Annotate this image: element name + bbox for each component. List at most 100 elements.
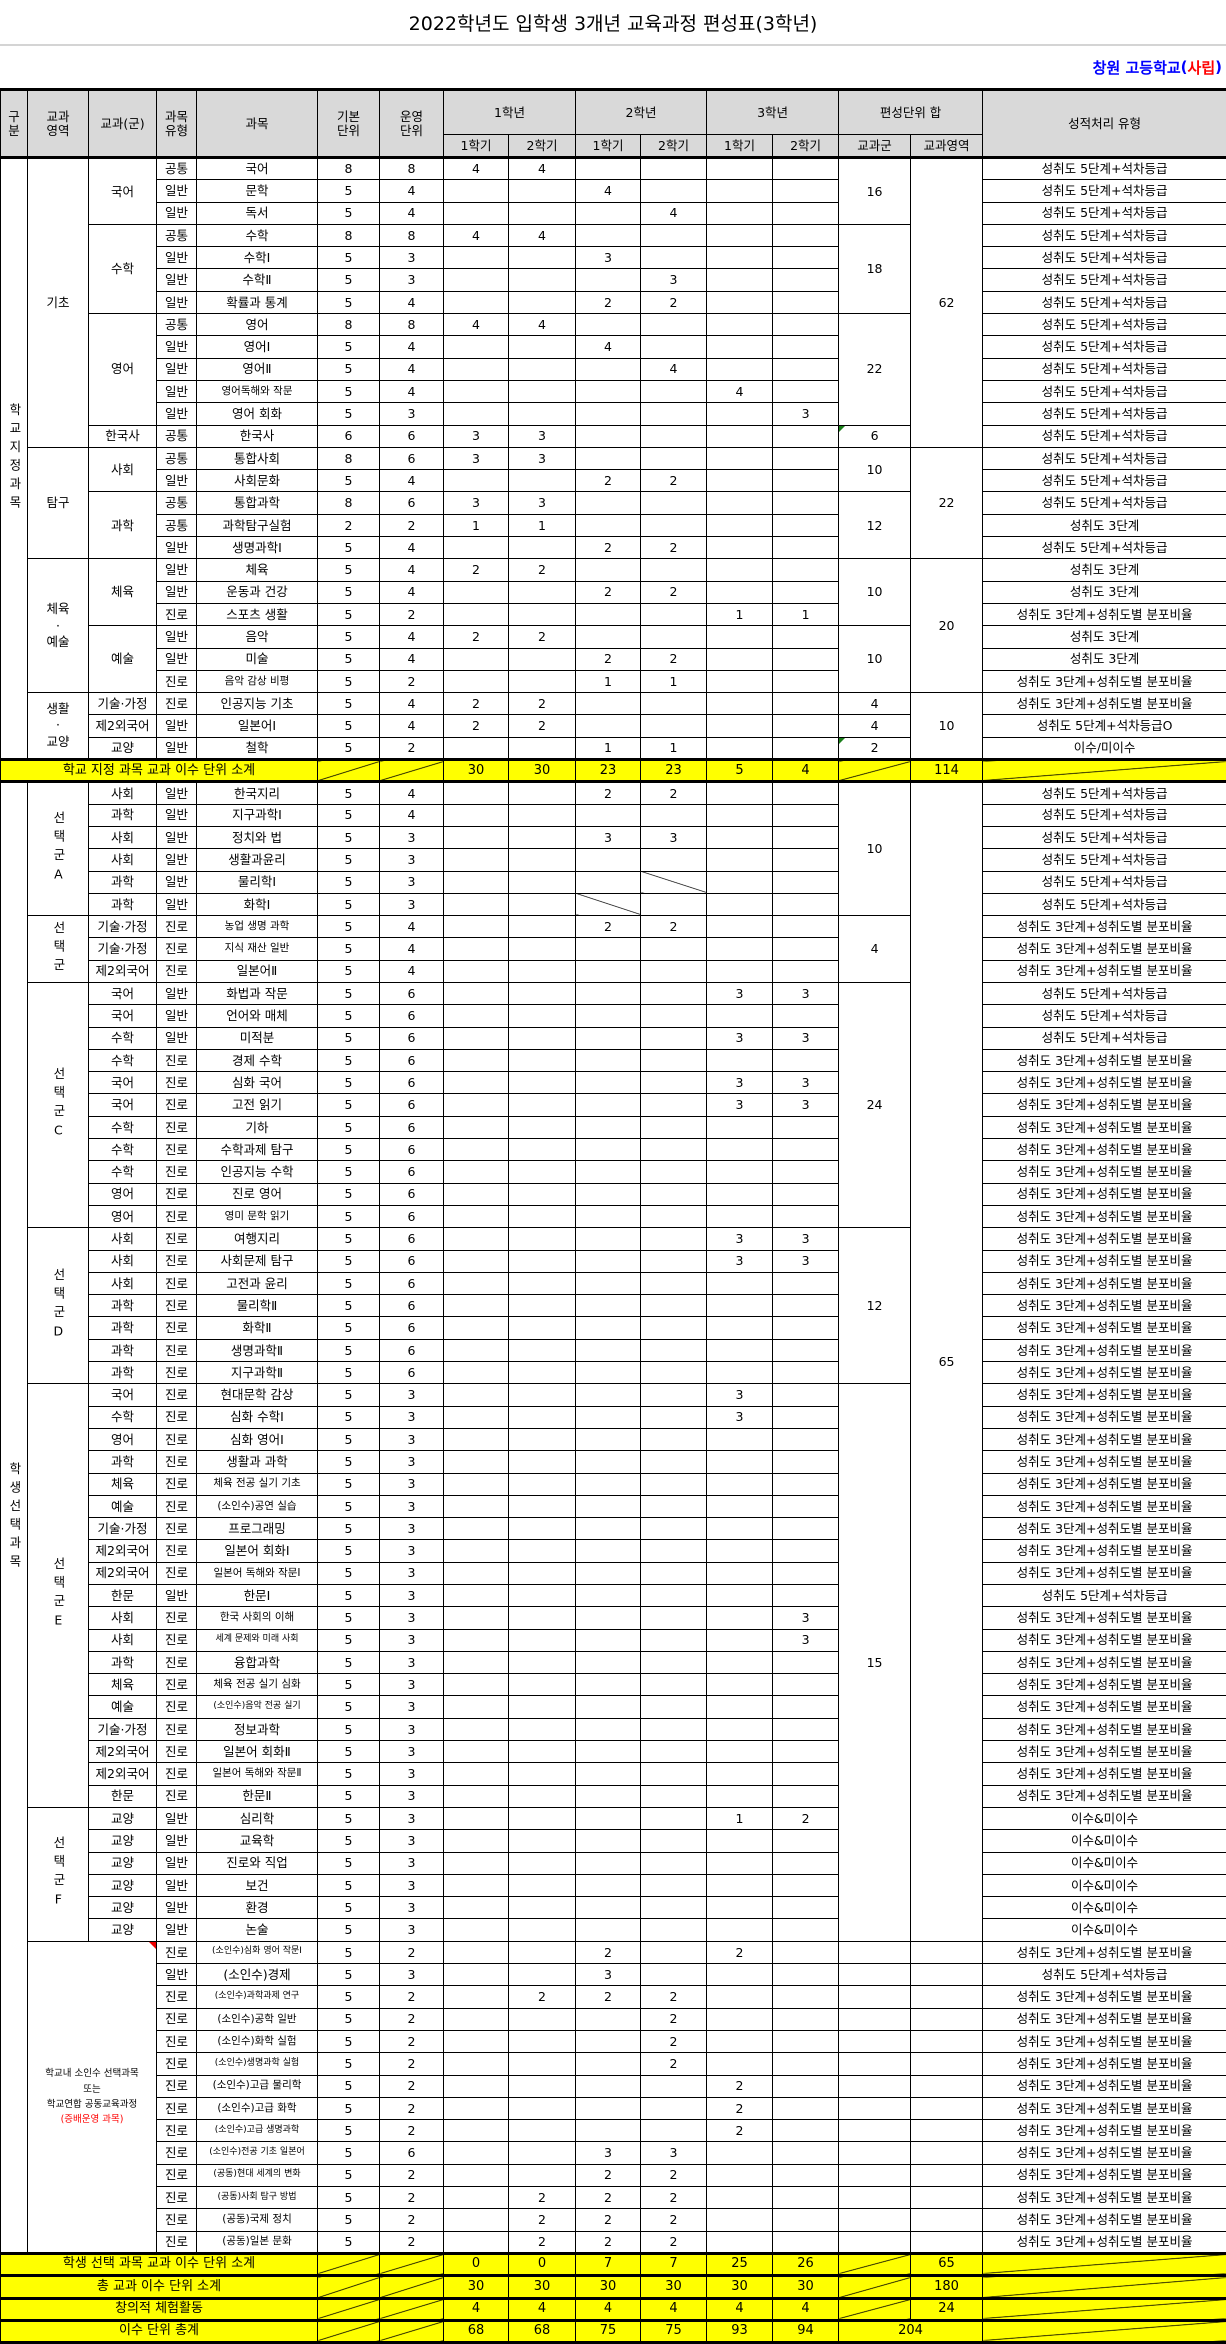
subject-group: 영어 [89,314,157,425]
semester-units [707,916,773,938]
operating-units: 3 [380,1495,444,1517]
semester-units [641,1339,707,1361]
grading-type: 성취도 3단계 [983,559,1226,581]
semester-units: 2 [444,559,509,581]
subject-type: 진로 [157,960,197,982]
subject-name: 고전 읽기 [197,1094,318,1116]
semester-units [509,1161,576,1183]
curriculum-table: 구 분 교과 영역 교과(군) 과목 유형 과목 기본 단위 운영 단위 1학년… [0,88,1226,2344]
semester-units [576,1741,641,1763]
operating-units: 3 [380,1763,444,1785]
subject-group: 교양 [89,1919,157,1941]
subject-type: 일반 [157,849,197,871]
empty-diagonal [839,2253,911,2275]
semester-units: 3 [773,403,839,425]
subject-group: 국어 [89,1005,157,1027]
subject-name: 심화 국어 [197,1072,318,1094]
subject-name: 일본어 독해와 작문Ⅰ [197,1562,318,1584]
base-units: 5 [318,1941,380,1963]
semester-units: 2 [444,693,509,715]
grading-type: 성취도 3단계+성취도별 분포비율 [983,1116,1226,1138]
group-total: 4 [839,693,911,715]
category-school-designated: 학교지정과목 [1,158,28,760]
grading-type: 성취도 3단계+성취도별 분포비율 [983,2142,1226,2164]
grading-type: 성취도 3단계 [983,581,1226,603]
semester-units: 4 [509,314,576,336]
group-total-empty [839,2164,911,2186]
semester-units: 3 [576,2142,641,2164]
subject-type: 공통 [157,447,197,469]
semester-units [576,1473,641,1495]
summary-semester-units: 4 [509,2298,576,2320]
subject-group: 수학 [89,1116,157,1138]
semester-units [509,1094,576,1116]
semester-units [641,336,707,358]
base-units: 5 [318,1072,380,1094]
semester-units [773,1852,839,1874]
subject-name: 한문Ⅱ [197,1785,318,1807]
semester-units [707,1562,773,1584]
base-units: 5 [318,1696,380,1718]
operating-units: 3 [380,1629,444,1651]
summary-semester-units: 23 [641,760,707,782]
semester-units: 3 [509,425,576,447]
semester-units [641,2120,707,2142]
subject-name: 과학탐구실험 [197,514,318,536]
semester-units [707,693,773,715]
area-total-empty [911,1941,983,1963]
subject-name: 정보과학 [197,1718,318,1740]
subject-name: 문학 [197,180,318,202]
semester-units [773,849,839,871]
group-total: 12 [839,1228,911,1384]
grading-type: 성취도 5단계+석차등급 [983,826,1226,848]
subject-type: 일반 [157,581,197,603]
base-units: 5 [318,2209,380,2231]
semester-units [773,1651,839,1673]
subject-group: 과학 [89,492,157,559]
empty-diagonal [380,2276,444,2298]
semester-units: 2 [576,537,641,559]
summary-label: 이수 단위 총계 [1,2320,318,2342]
operating-units: 2 [380,670,444,692]
semester-units [773,715,839,737]
subject-group: 체육 [89,1674,157,1696]
semester-units [707,648,773,670]
semester-units [707,514,773,536]
subject-name: 수학과제 탐구 [197,1139,318,1161]
semester-units [641,1495,707,1517]
base-units: 5 [318,2075,380,2097]
semester-units: 2 [509,2231,576,2253]
grading-type: 성취도 3단계+성취도별 분포비율 [983,1094,1226,1116]
subject-name: 확률과 통계 [197,291,318,313]
subject-name: 인공지능 기초 [197,693,318,715]
semester-units [576,1696,641,1718]
group-total: 22 [839,314,911,425]
grading-type: 성취도 5단계+석차등급 [983,982,1226,1004]
semester-units: 2 [509,2187,576,2209]
school-name-text: 창원 고등학교 [1093,57,1181,78]
base-units: 5 [318,1651,380,1673]
subject-group: 국어 [89,1384,157,1406]
semester-units: 2 [641,2209,707,2231]
empty-diagonal [839,760,911,782]
summary-semester-units: 26 [773,2253,839,2275]
semester-units: 4 [641,202,707,224]
semester-units [576,1339,641,1361]
semester-units [707,2030,773,2052]
semester-units [707,960,773,982]
semester-units [773,336,839,358]
semester-units [444,1941,509,1963]
operating-units: 4 [380,358,444,380]
elective-label-text: 학교내 소인수 선택과목 또는 학교연합 공동교육과정 [28,2066,156,2112]
semester-units [773,1161,839,1183]
